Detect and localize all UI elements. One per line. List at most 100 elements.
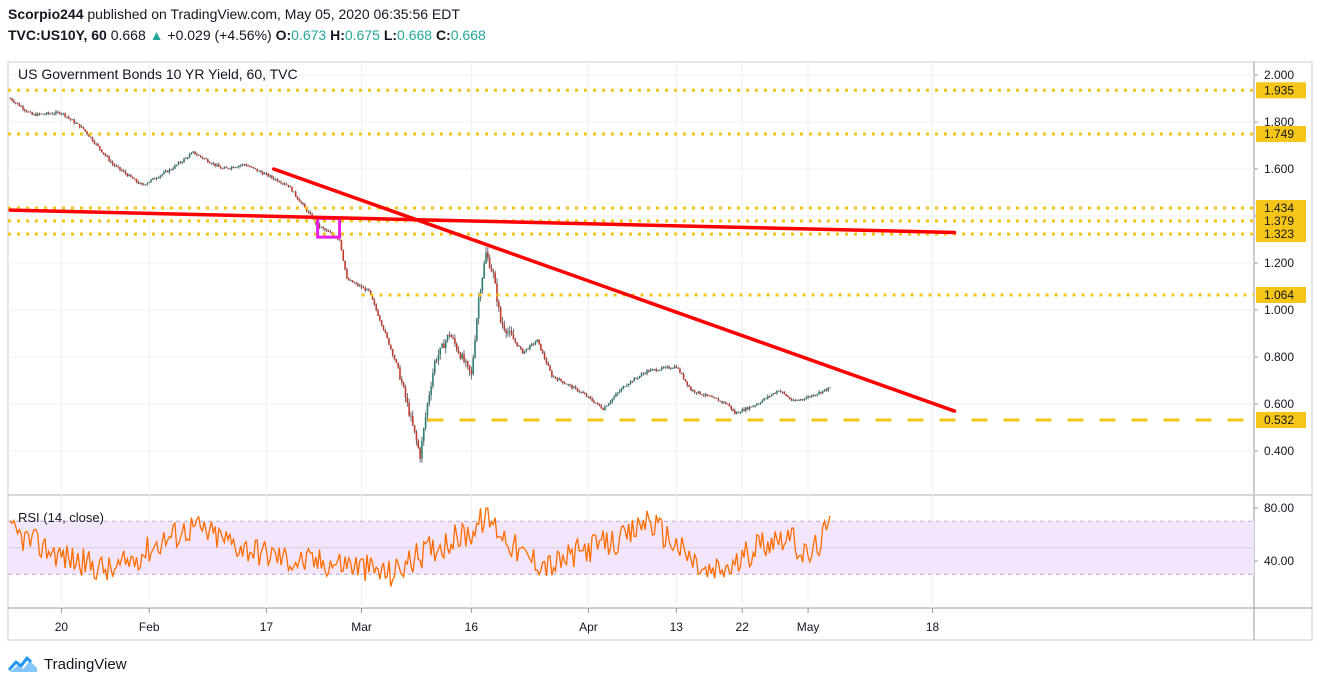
candle [679,367,681,374]
candle-body [252,167,255,169]
candle-body [573,386,575,389]
candle-body [111,162,114,165]
candle-body [818,391,820,394]
candle [777,390,780,392]
candle [461,351,464,360]
candle [53,112,55,116]
candle [366,288,368,291]
candle [210,162,213,165]
candle-body [325,229,328,231]
candle [141,182,143,186]
candle [609,400,612,405]
candle-body [357,283,359,286]
candle [545,357,548,365]
candle-body [175,164,178,166]
candle [404,384,407,403]
author-name[interactable]: Scorpio244 [8,6,84,22]
candle [84,128,87,132]
candle [578,389,581,394]
candle-body [214,163,216,166]
y-tick-label: 1.200 [1264,256,1294,270]
candle-body [269,175,271,177]
price-label-bg [1256,200,1306,217]
candle-body [779,390,782,392]
candle [712,395,714,398]
candle [205,157,207,160]
candle [444,339,447,354]
candle-body [122,170,125,172]
candle [664,365,667,369]
candle [302,202,304,206]
candle [71,119,74,121]
candle-body [313,218,315,220]
candle [433,359,436,376]
candle [274,178,277,181]
candle [615,392,617,398]
candle-body [75,123,77,124]
candle-body [543,353,546,359]
candle-body [823,389,826,391]
candle-body [732,409,734,411]
candle [626,383,628,387]
candle-body [377,310,379,316]
candle [580,391,582,394]
candle-body [728,404,731,406]
candle [329,229,332,234]
candle [536,339,539,343]
candle [44,112,46,116]
candle-body [657,370,659,372]
candle [33,113,35,116]
candle-body [715,398,718,399]
published-text: published on TradingView.com, May 05, 20… [87,6,460,22]
candle [820,391,822,395]
candle [150,178,152,183]
candle-body [298,199,301,202]
candle-body [723,402,725,403]
candle [287,184,290,188]
candle-body [379,315,381,321]
candle [584,391,586,395]
candle-body [287,184,290,187]
candle [702,393,705,398]
candle [419,446,421,463]
candle [803,398,806,402]
candle-body [380,320,383,326]
candle-body [659,369,661,371]
candle-body [106,155,108,157]
candle [89,136,92,139]
candle [823,389,826,393]
tradingview-logo-icon[interactable] [8,655,38,673]
candle [218,162,220,167]
candle [207,158,209,164]
candle [662,366,665,369]
candle [435,357,438,364]
candle-body [726,403,729,405]
candle [177,161,180,166]
candle-body [787,396,789,398]
candle [227,167,229,170]
candle [487,247,489,262]
candle-body [430,386,432,396]
candle [781,391,784,394]
candle [117,164,119,169]
candle-body [737,412,740,413]
candle [571,384,573,390]
candle [325,228,328,233]
candle-body [593,400,595,403]
candle-body [457,349,460,354]
candle [443,339,445,349]
candle [794,398,797,402]
candle [644,371,647,375]
candle-body [717,398,720,402]
candle [49,112,52,115]
candle [432,368,434,389]
candle [346,267,348,280]
brand-name[interactable]: TradingView [44,655,127,673]
candle-body [117,166,119,167]
candle-body [626,385,628,387]
candle-body [618,391,621,393]
candle [541,348,544,355]
candle [774,391,776,394]
candle-body [481,277,484,292]
